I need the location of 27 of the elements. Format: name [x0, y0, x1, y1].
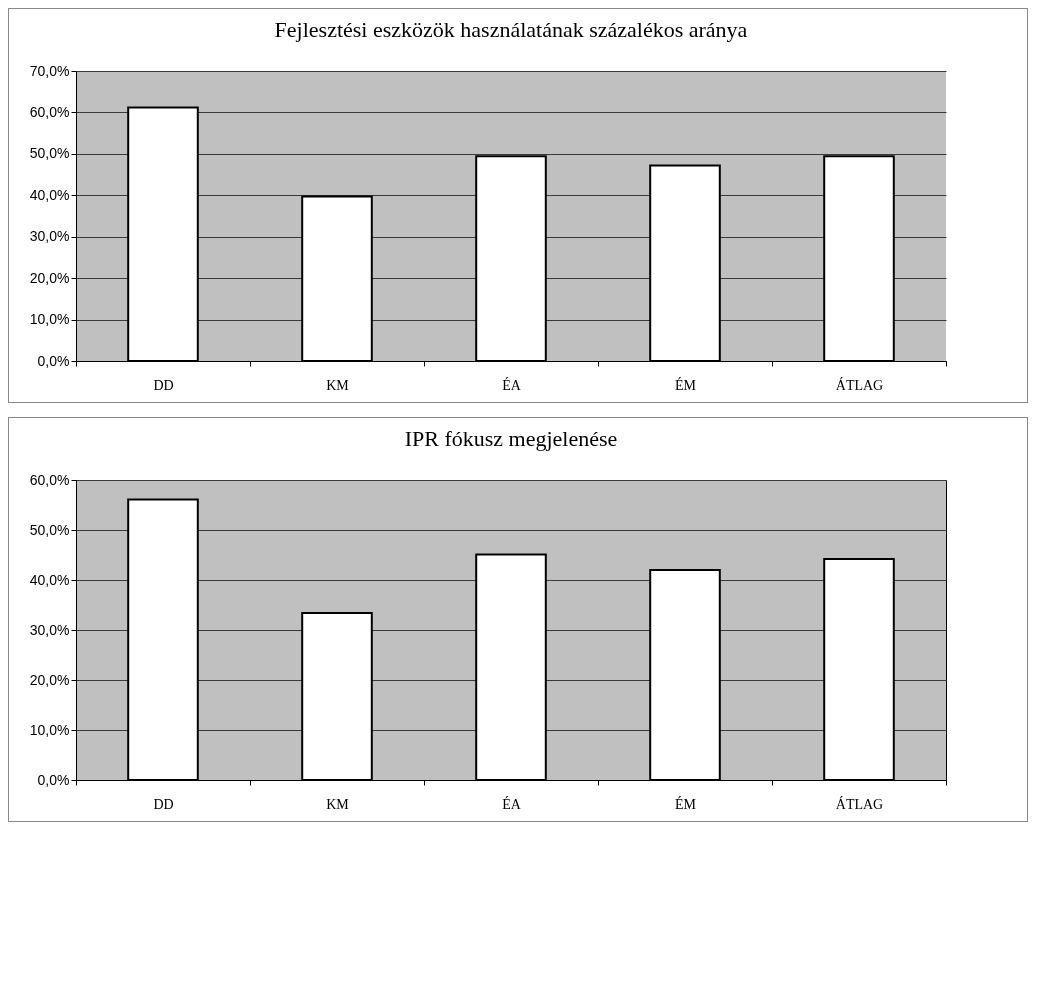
y-tick-label: 70,0%	[29, 62, 70, 79]
y-tick-label: 30,0%	[29, 228, 70, 245]
y-tick-label: 50,0%	[29, 521, 70, 538]
y-tick-label: 10,0%	[29, 721, 70, 738]
y-tick-label: 50,0%	[29, 145, 70, 162]
y-tick-label: 40,0%	[29, 186, 70, 203]
y-tick-label: 0,0%	[37, 352, 70, 369]
x-tick-label: DD	[153, 796, 174, 812]
x-tick-label: ÉM	[675, 795, 697, 812]
y-tick-label: 60,0%	[29, 103, 70, 120]
y-tick-label: 60,0%	[29, 471, 70, 488]
y-tick-label: 0,0%	[37, 771, 70, 788]
chart-title: IPR fókusz megjelenése	[404, 426, 618, 451]
x-tick-label: ÉM	[675, 376, 697, 393]
x-tick-label: ÁTLAG	[835, 795, 884, 812]
chart-title: Fejlesztési eszközök használatának százalékos aránya	[274, 17, 748, 42]
y-tick-label: 20,0%	[29, 269, 70, 286]
x-tick-label: KM	[326, 796, 350, 812]
y-tick-label: 30,0%	[29, 621, 70, 638]
y-tick-label: 10,0%	[29, 311, 70, 328]
x-tick-label: ÉA	[502, 795, 522, 812]
y-tick-label: 40,0%	[29, 571, 70, 588]
x-tick-label: ÁTLAG	[835, 376, 884, 393]
x-tick-label: ÉA	[502, 376, 522, 393]
x-tick-label: KM	[326, 377, 350, 393]
y-tick-label: 20,0%	[29, 671, 70, 688]
x-tick-label: DD	[153, 377, 174, 393]
